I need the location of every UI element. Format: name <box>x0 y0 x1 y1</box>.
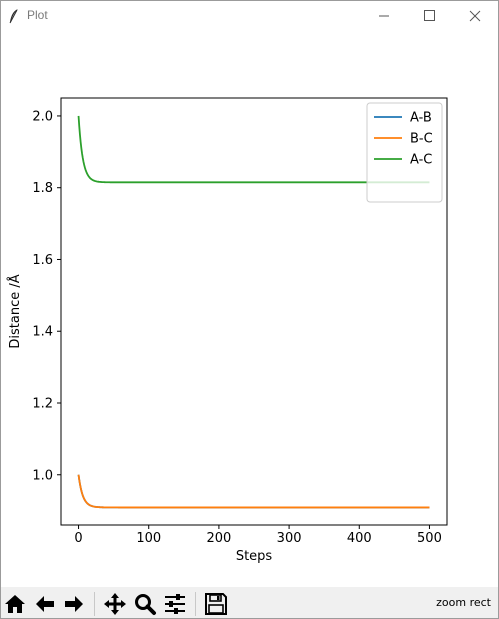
series-line-B-C <box>77 474 430 509</box>
status-text: zoom rect <box>436 596 491 609</box>
x-tick-label: 300 <box>277 531 302 546</box>
x-tick-label: 200 <box>206 531 231 546</box>
x-tick-label: 0 <box>74 531 82 546</box>
window-title: Plot <box>27 8 48 22</box>
close-icon <box>469 10 481 22</box>
feather-icon <box>8 8 20 24</box>
line-chart: 0 100 200 300 400 500 1.0 1.2 1.4 1.6 1.8 2.0 Steps D… <box>7 97 448 564</box>
y-tick-label: 1.0 <box>32 468 53 483</box>
maximize-icon <box>424 10 435 21</box>
save-icon <box>205 593 227 615</box>
x-axis-label: Steps <box>236 549 273 564</box>
home-icon <box>5 595 25 613</box>
y-tick-label: 1.2 <box>32 397 53 412</box>
close-button[interactable] <box>452 1 498 31</box>
zoom-button[interactable] <box>132 591 158 617</box>
save-button[interactable] <box>203 591 229 617</box>
y-tick-label: 1.6 <box>32 253 53 268</box>
legend-label: A-C <box>410 153 432 168</box>
minimize-button[interactable] <box>361 1 407 31</box>
home-button[interactable] <box>2 591 28 617</box>
toolbar-separator <box>195 592 196 616</box>
zoom-icon <box>135 594 156 615</box>
plot-canvas[interactable]: 0 100 200 300 400 500 1.0 1.2 1.4 1.6 1.8 2.0 Steps D… <box>1 31 498 587</box>
title-bar[interactable]: Plot <box>1 1 498 31</box>
x-tick-label: 500 <box>417 531 442 546</box>
legend-label: A-B <box>410 111 432 126</box>
arrow-left-icon <box>36 596 54 612</box>
configure-subplots-button[interactable] <box>162 591 188 617</box>
x-tick-label: 400 <box>347 531 372 546</box>
configure-subplots-icon <box>165 594 185 614</box>
toolbar-separator <box>94 592 95 616</box>
legend-box <box>366 102 443 203</box>
series-line-A-B <box>77 474 430 509</box>
axes-frame <box>60 97 448 526</box>
arrow-right-icon <box>65 596 83 612</box>
forward-button[interactable] <box>61 591 87 617</box>
navigation-toolbar: zoom rect <box>1 587 498 618</box>
y-tick-label: 2.0 <box>32 109 53 124</box>
x-tick-label: 100 <box>136 531 161 546</box>
pan-icon <box>104 593 126 615</box>
maximize-button[interactable] <box>406 1 452 31</box>
y-axis-label: Distance /Å <box>7 274 23 348</box>
y-tick-label: 1.8 <box>32 181 53 196</box>
y-tick-label: 1.4 <box>32 325 53 340</box>
back-button[interactable] <box>32 591 58 617</box>
minimize-icon <box>379 15 389 17</box>
legend-label: B-C <box>410 132 433 147</box>
pan-button[interactable] <box>102 591 128 617</box>
